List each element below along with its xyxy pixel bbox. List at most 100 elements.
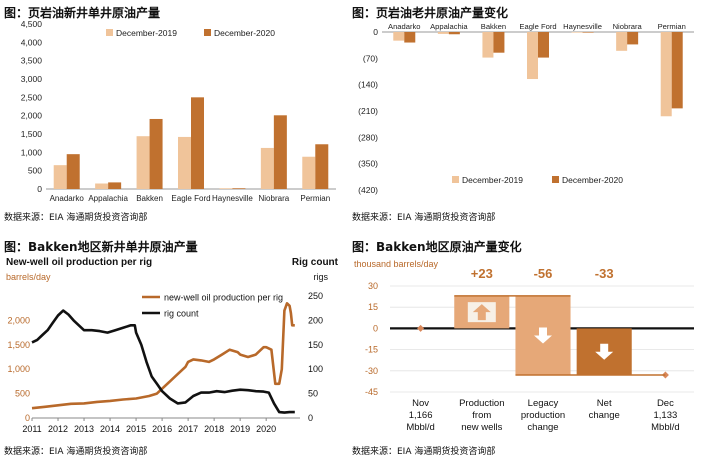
x-tick-label: Appalachia <box>430 22 468 31</box>
x-tick-label: Bakken <box>136 194 163 203</box>
arrow-down-icon <box>534 327 552 344</box>
bar <box>493 32 505 53</box>
chart2-title: 图：页岩油老井原油产量变化 <box>352 6 509 20</box>
bar <box>302 156 316 189</box>
y-tick-label: 4,500 <box>21 19 43 29</box>
x-tick-label: Bakken <box>481 22 506 31</box>
y-left-tick-label: 0 <box>25 413 30 423</box>
x-category-label: change <box>527 422 558 433</box>
bar <box>149 118 163 189</box>
x-category-label: Dec <box>657 398 674 409</box>
bar <box>108 182 122 189</box>
y-left-tick-label: 2,000 <box>7 315 30 325</box>
legend-swatch <box>552 176 559 183</box>
y-tick-label: -45 <box>365 387 378 397</box>
y-tick-label: 1,000 <box>21 147 43 157</box>
series-line <box>31 309 295 414</box>
x-category-label: production <box>521 410 565 421</box>
x-tick-label: 2012 <box>48 424 68 434</box>
y-tick-label: (420) <box>358 185 378 195</box>
x-tick-label: Haynesville <box>563 22 602 31</box>
bar <box>404 32 416 43</box>
chart1-source: 数据来源：EIA 海通期货投资咨询部 <box>4 213 148 223</box>
x-tick-label: 2015 <box>126 424 146 434</box>
bar <box>437 32 449 34</box>
chart4-source: 数据来源：EIA 海通期货投资咨询部 <box>352 447 496 457</box>
value-label: +23 <box>471 266 493 281</box>
y-tick-label: 0 <box>373 27 378 37</box>
chart2-source: 数据来源：EIA 海通期货投资咨询部 <box>352 213 496 223</box>
bar <box>178 136 191 189</box>
x-category-label: Nov <box>412 398 429 409</box>
right-axis-unit: rigs <box>313 272 328 282</box>
x-tick-label: Appalachia <box>88 194 128 203</box>
bar <box>616 32 628 51</box>
bar <box>95 183 109 189</box>
x-tick-label: Anadarko <box>388 22 421 31</box>
y-right-tick-label: 50 <box>308 389 318 399</box>
bar <box>136 136 150 189</box>
x-category-label: Mbbl/d <box>651 422 680 433</box>
bar <box>219 188 233 189</box>
panel-bakken-new-well: 图：Bakken地区新井单井原油产量 New-well oil producti… <box>4 238 344 460</box>
y-tick-label: 30 <box>368 281 378 291</box>
bar <box>660 32 672 117</box>
y-tick-label: 0 <box>373 323 378 333</box>
bar <box>315 144 329 189</box>
x-category-label: Production <box>459 398 504 409</box>
legend-label: December-2019 <box>462 175 523 185</box>
bar <box>482 32 494 58</box>
x-category-label: 1,133 <box>654 410 678 421</box>
x-tick-label: Niobrara <box>613 22 643 31</box>
bar <box>393 32 405 41</box>
y-tick-label: 500 <box>28 166 42 176</box>
x-tick-label: 2020 <box>256 424 276 434</box>
x-tick-label: Haynesville <box>212 194 253 203</box>
legend-label: new-well oil production per rig <box>164 293 283 303</box>
panel-new-well-production: 图：页岩油新井单井原油产量 0 500 1,000 1,500 2,000 2,500 3,… <box>4 4 344 224</box>
x-category-label: Mbbl/d <box>406 422 435 433</box>
endpoint-marker <box>417 324 425 332</box>
x-tick-label: 2018 <box>204 424 224 434</box>
legend-label: December-2020 <box>214 28 275 38</box>
legend-label: December-2020 <box>562 175 623 185</box>
series-line <box>31 301 295 410</box>
bar <box>53 165 67 189</box>
arrow-down-icon <box>595 343 614 360</box>
x-tick-label: Eagle Ford <box>519 22 556 31</box>
x-category-label: from <box>472 410 491 421</box>
y-right-tick-label: 250 <box>308 291 323 301</box>
y-tick-label: 3,500 <box>21 56 43 66</box>
endpoint-marker <box>661 371 669 379</box>
bar <box>582 32 594 33</box>
y-tick-label: 2,500 <box>21 92 43 102</box>
y-tick-label: (210) <box>358 106 378 116</box>
y-tick-label: 15 <box>368 302 378 312</box>
chart1-svg: 0 500 1,000 1,500 2,000 2,500 3,000 3,500 4,000 4… <box>21 19 336 203</box>
y-tick-label: -15 <box>365 345 378 355</box>
value-label: -33 <box>595 266 614 281</box>
y-left-tick-label: 1,500 <box>7 340 30 350</box>
x-category-label: change <box>589 410 620 421</box>
y-tick-label: (70) <box>363 53 378 63</box>
chart4-svg: thousand barrels/day 30 15 0 -15 -30 -45 +23 -56… <box>354 259 694 433</box>
x-tick-label: 2014 <box>100 424 120 434</box>
x-category-label: new wells <box>461 422 502 433</box>
chart3-title: 图：Bakken地区新井单井原油产量 <box>4 240 198 254</box>
bar <box>273 115 287 189</box>
legend-label: December-2019 <box>116 28 177 38</box>
x-category-label: 1,166 <box>409 410 433 421</box>
x-tick-label: Eagle Ford <box>171 194 210 203</box>
legend-label: rig count <box>164 309 199 319</box>
y-right-tick-label: 100 <box>308 364 323 374</box>
y-right-tick-label: 0 <box>308 413 313 423</box>
y-tick-label: 2,000 <box>21 111 43 121</box>
bar <box>671 32 683 109</box>
x-category-label: Net <box>597 398 612 409</box>
panel-legacy-change: 图：页岩油老井原油产量变化 0 (70) (140) (210) (280) (350) (… <box>352 4 697 224</box>
y-tick-label: -30 <box>365 366 378 376</box>
y-tick-label: 1,500 <box>21 129 43 139</box>
bar <box>627 32 639 45</box>
x-tick-label: 2019 <box>230 424 250 434</box>
x-tick-label: 2011 <box>22 424 41 434</box>
